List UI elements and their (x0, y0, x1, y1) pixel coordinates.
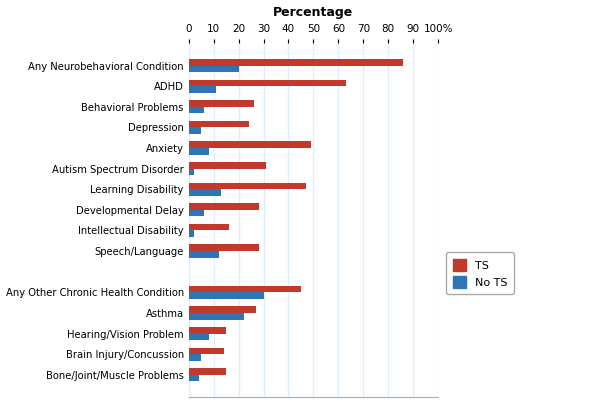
Bar (188, 347, 224, 354)
Bar (188, 292, 263, 299)
Bar (188, 107, 203, 113)
Bar (188, 86, 216, 93)
Bar (188, 313, 244, 320)
Bar (188, 231, 194, 237)
Bar (188, 224, 229, 231)
Bar (188, 368, 226, 375)
Bar (188, 210, 203, 216)
Legend: TS, No TS: TS, No TS (446, 252, 514, 294)
Bar (188, 245, 259, 251)
Bar (188, 59, 403, 66)
Bar (188, 80, 346, 86)
Bar (188, 354, 201, 361)
Bar (188, 306, 256, 313)
Bar (188, 189, 221, 196)
Bar (188, 100, 254, 107)
Bar (188, 127, 201, 134)
Bar (188, 169, 194, 175)
Bar (188, 334, 209, 340)
Bar (188, 327, 226, 334)
Bar (188, 183, 306, 189)
Title: Percentage: Percentage (274, 6, 353, 19)
Bar (188, 203, 259, 210)
Bar (188, 121, 248, 127)
Bar (188, 286, 301, 292)
Bar (188, 251, 218, 258)
Bar (188, 148, 209, 155)
Bar (188, 375, 199, 381)
Bar (188, 162, 266, 169)
Bar (188, 141, 311, 148)
Bar (188, 66, 239, 72)
